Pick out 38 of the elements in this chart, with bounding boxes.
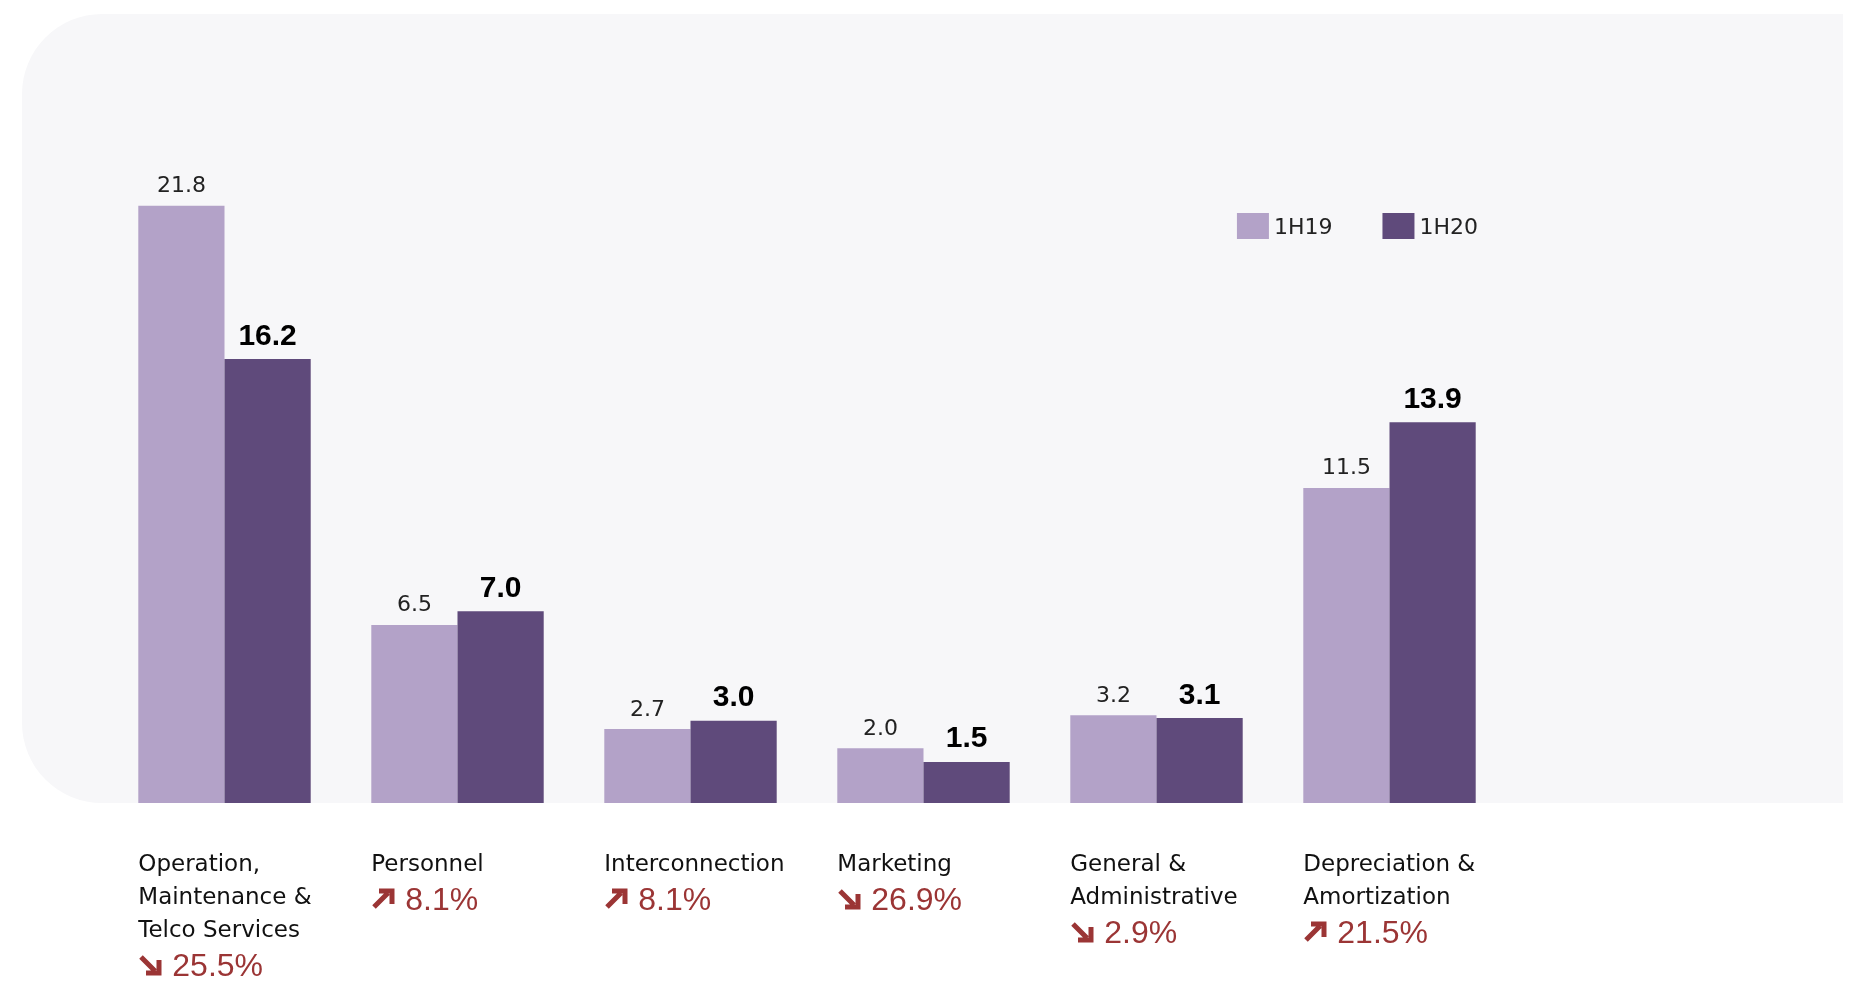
x-tick-label: Depreciation & Amortization <box>1303 849 1477 911</box>
bar <box>690 720 777 803</box>
bar <box>1070 715 1157 803</box>
legend-label: 1H19 <box>1273 213 1333 239</box>
data-label: 3.0 <box>712 679 755 713</box>
data-label: 21.8 <box>156 172 206 198</box>
text: 26.9% <box>871 880 963 918</box>
bar <box>604 729 691 803</box>
data-label: 2.0 <box>862 714 898 740</box>
bar <box>1389 422 1476 803</box>
data-label: 11.5 <box>1321 454 1371 480</box>
x-tick-label: Operation, Maintenance & Telco Services <box>138 849 313 944</box>
bar <box>224 359 311 803</box>
data-label: 3.2 <box>1095 681 1131 707</box>
x-tick-label: Marketing <box>837 849 953 878</box>
legend-label: 1H20 <box>1419 213 1479 239</box>
bar <box>837 748 924 803</box>
bar <box>1156 718 1243 803</box>
data-label: 6.5 <box>396 591 432 617</box>
text: 21.5% <box>1337 913 1429 951</box>
data-label: 13.9 <box>1403 380 1462 414</box>
bar <box>457 611 544 803</box>
x-tick-label: General & Administrative <box>1070 849 1239 911</box>
text: 8.1% <box>405 880 479 918</box>
x-tick-label: Personnel <box>371 849 485 878</box>
text: 8.1% <box>638 880 712 918</box>
data-label: 7.0 <box>479 569 522 603</box>
bar <box>923 761 1010 803</box>
x-tick-label: Interconnection <box>604 849 786 878</box>
data-label: 16.2 <box>238 317 297 351</box>
data-label: 1.5 <box>945 720 988 754</box>
data-label: 3.1 <box>1178 676 1221 710</box>
bar <box>138 205 225 803</box>
bar <box>1303 487 1390 803</box>
bar <box>371 624 458 803</box>
text: 25.5% <box>172 946 264 984</box>
data-label: 2.7 <box>629 695 665 721</box>
text: 2.9% <box>1104 913 1178 951</box>
